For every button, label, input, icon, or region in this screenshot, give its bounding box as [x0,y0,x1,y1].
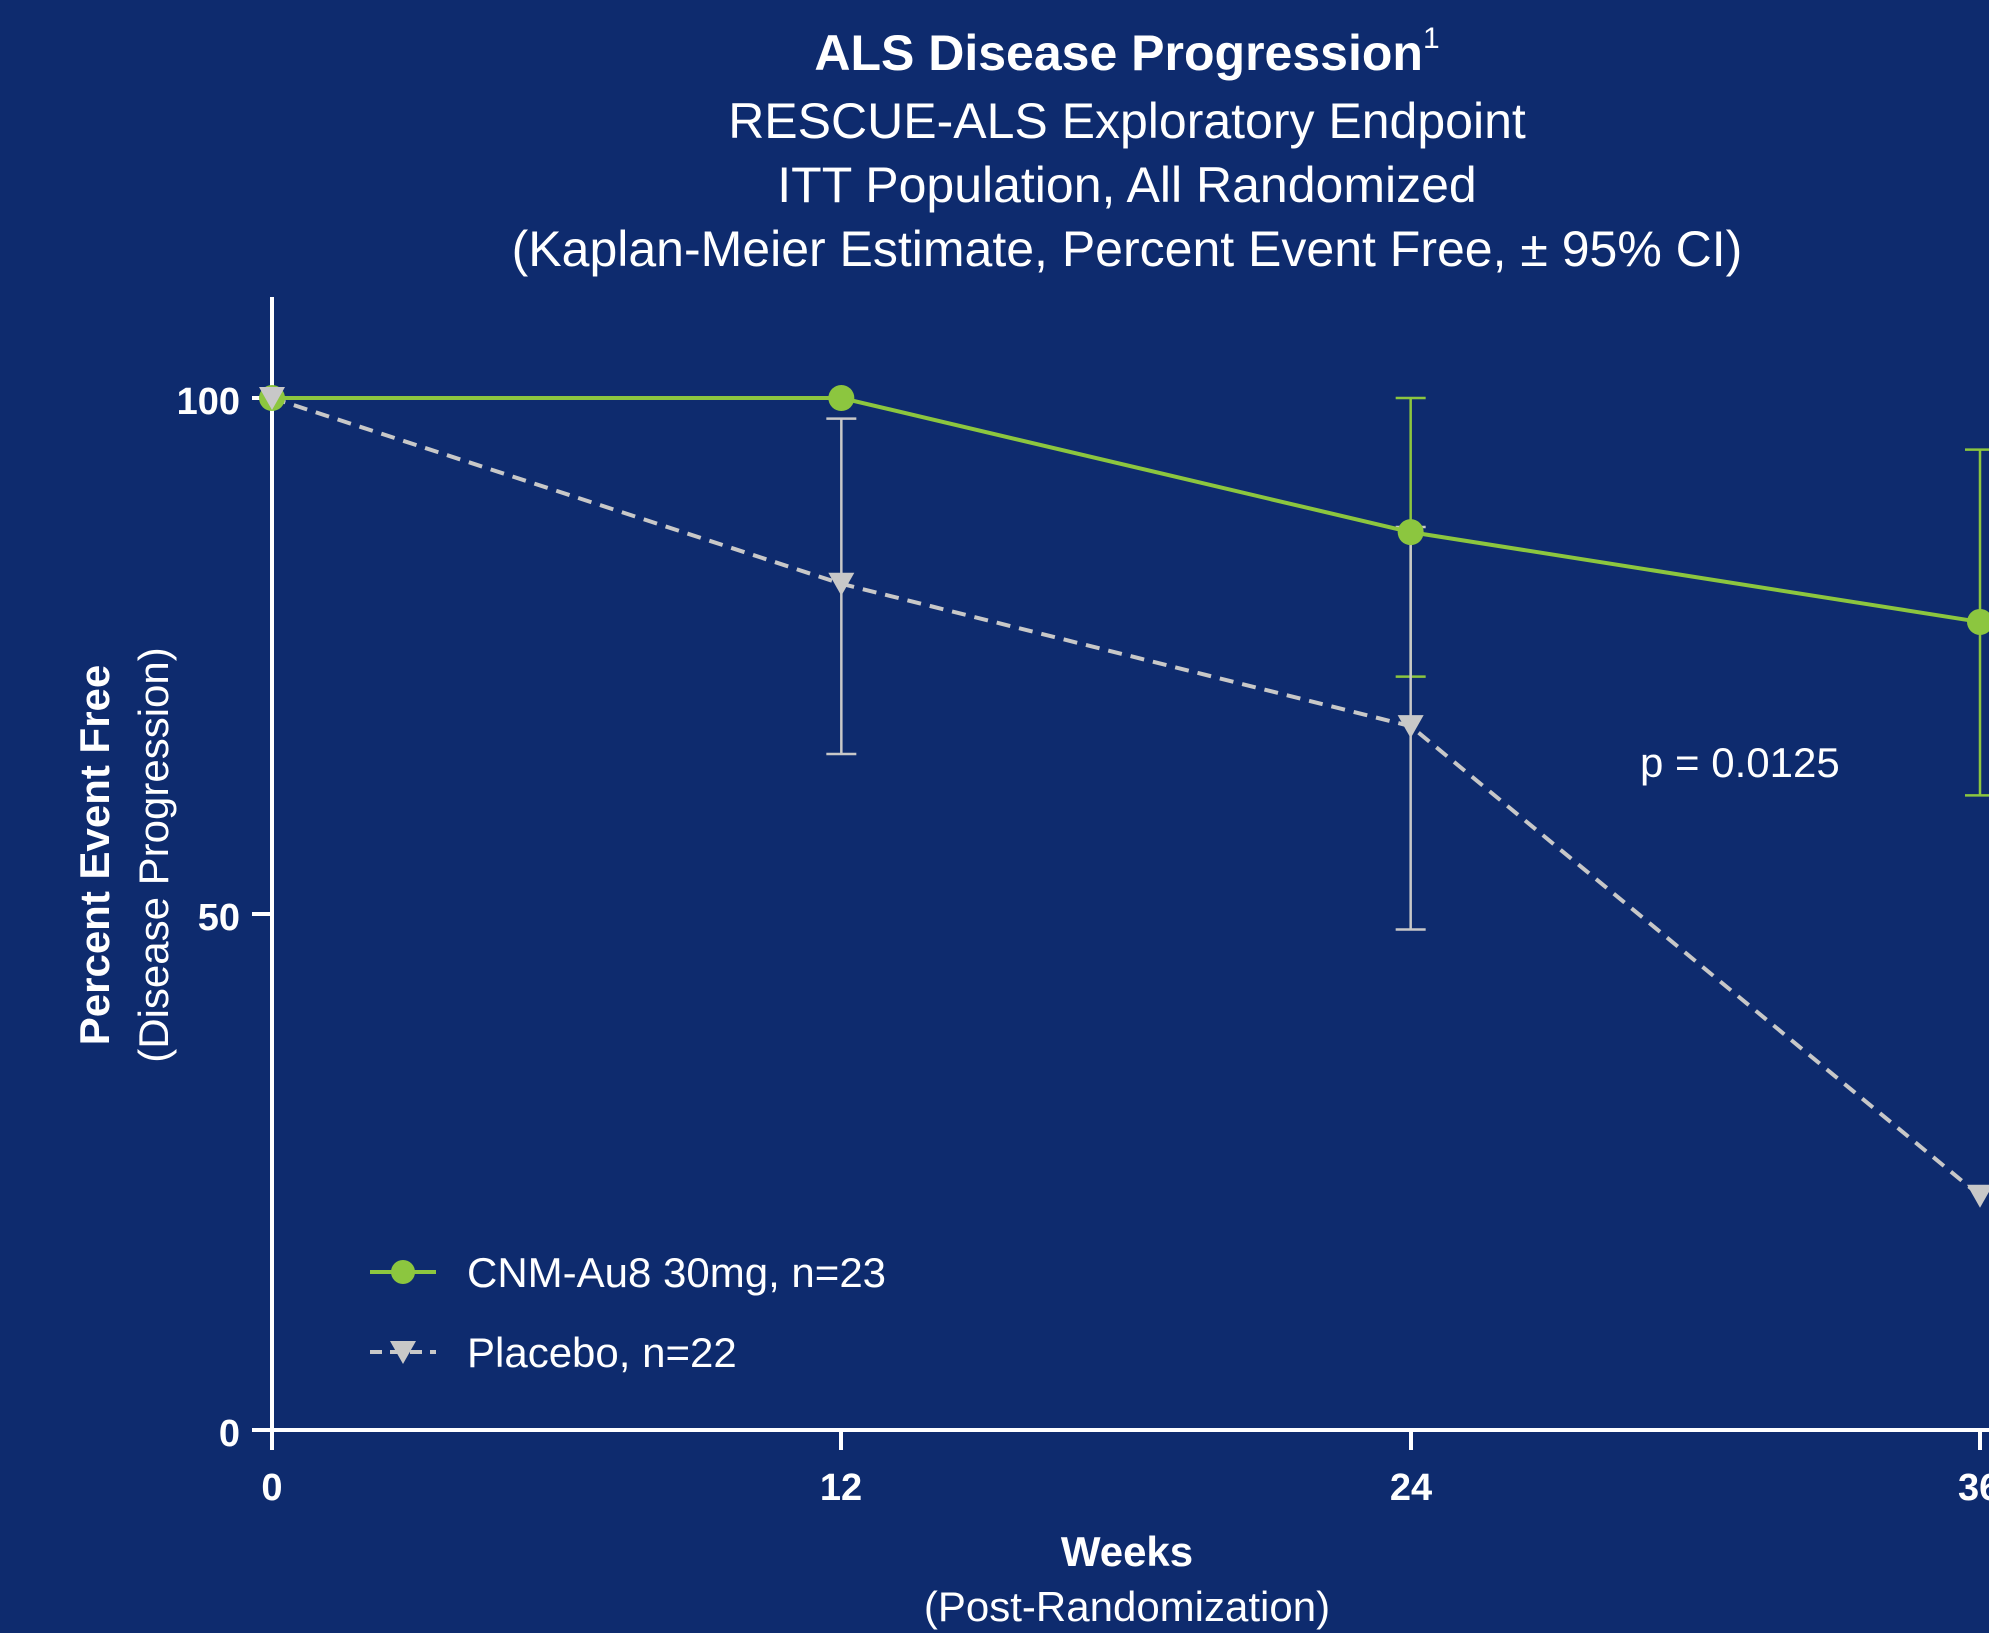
series-markers [259,385,1989,1208]
chart-subtitle-1: RESCUE-ALS Exploratory Endpoint [728,93,1526,149]
treatment-point-12 [828,385,855,411]
legend-item-placebo: Placebo, n=22 [370,1329,737,1376]
placebo-series-line [271,396,1982,1198]
y-tick-label-0: 0 [219,1413,240,1455]
y-axis-sublabel: (Disease Progression) [130,647,177,1063]
chart-subtitle-2: ITT Population, All Randomized [777,157,1476,213]
y-axis-label: Percent Event Free [71,665,118,1046]
x-axis-label: Weeks [1061,1528,1193,1575]
x-tick-label-12: 12 [820,1467,862,1509]
x-tick-label-0: 0 [261,1467,282,1509]
legend-label-treatment: CNM-Au8 30mg, n=23 [467,1249,886,1296]
x-axis-sublabel: (Post-Randomization) [924,1583,1330,1630]
p-value-annotation: p = 0.0125 [1640,739,1840,786]
placebo-point-36 [1967,1184,1989,1208]
treatment-series-line [272,396,1981,624]
legend-label-placebo: Placebo, n=22 [467,1329,737,1376]
x-tick-label-24: 24 [1390,1467,1432,1509]
y-tick-label-50: 50 [198,897,240,939]
x-ticks: 0 12 24 36 [261,1430,1989,1509]
placebo-point-24 [1397,715,1424,739]
legend: CNM-Au8 30mg, n=23 Placebo, n=22 [370,1249,886,1376]
treatment-point-36 [1967,608,1989,635]
treatment-point-24 [1397,519,1424,546]
y-tick-label-100: 100 [177,381,240,423]
chart-title: ALS Disease Progression1 [814,22,1439,81]
y-ticks: 0 50 100 [177,381,272,1455]
chart-subtitle-3: (Kaplan-Meier Estimate, Percent Event Fr… [512,221,1743,277]
placebo-point-0 [259,387,285,410]
legend-triangle-marker [390,1341,416,1364]
chart-title-superscript: 1 [1423,22,1440,55]
series-lines [271,396,1982,1198]
legend-circle-marker [391,1260,415,1284]
confidence-intervals [826,396,1989,931]
placebo-point-12 [828,572,855,596]
chart-title-text: ALS Disease Progression [814,25,1423,81]
x-tick-label-36: 36 [1958,1467,1989,1509]
legend-item-treatment: CNM-Au8 30mg, n=23 [370,1249,886,1296]
